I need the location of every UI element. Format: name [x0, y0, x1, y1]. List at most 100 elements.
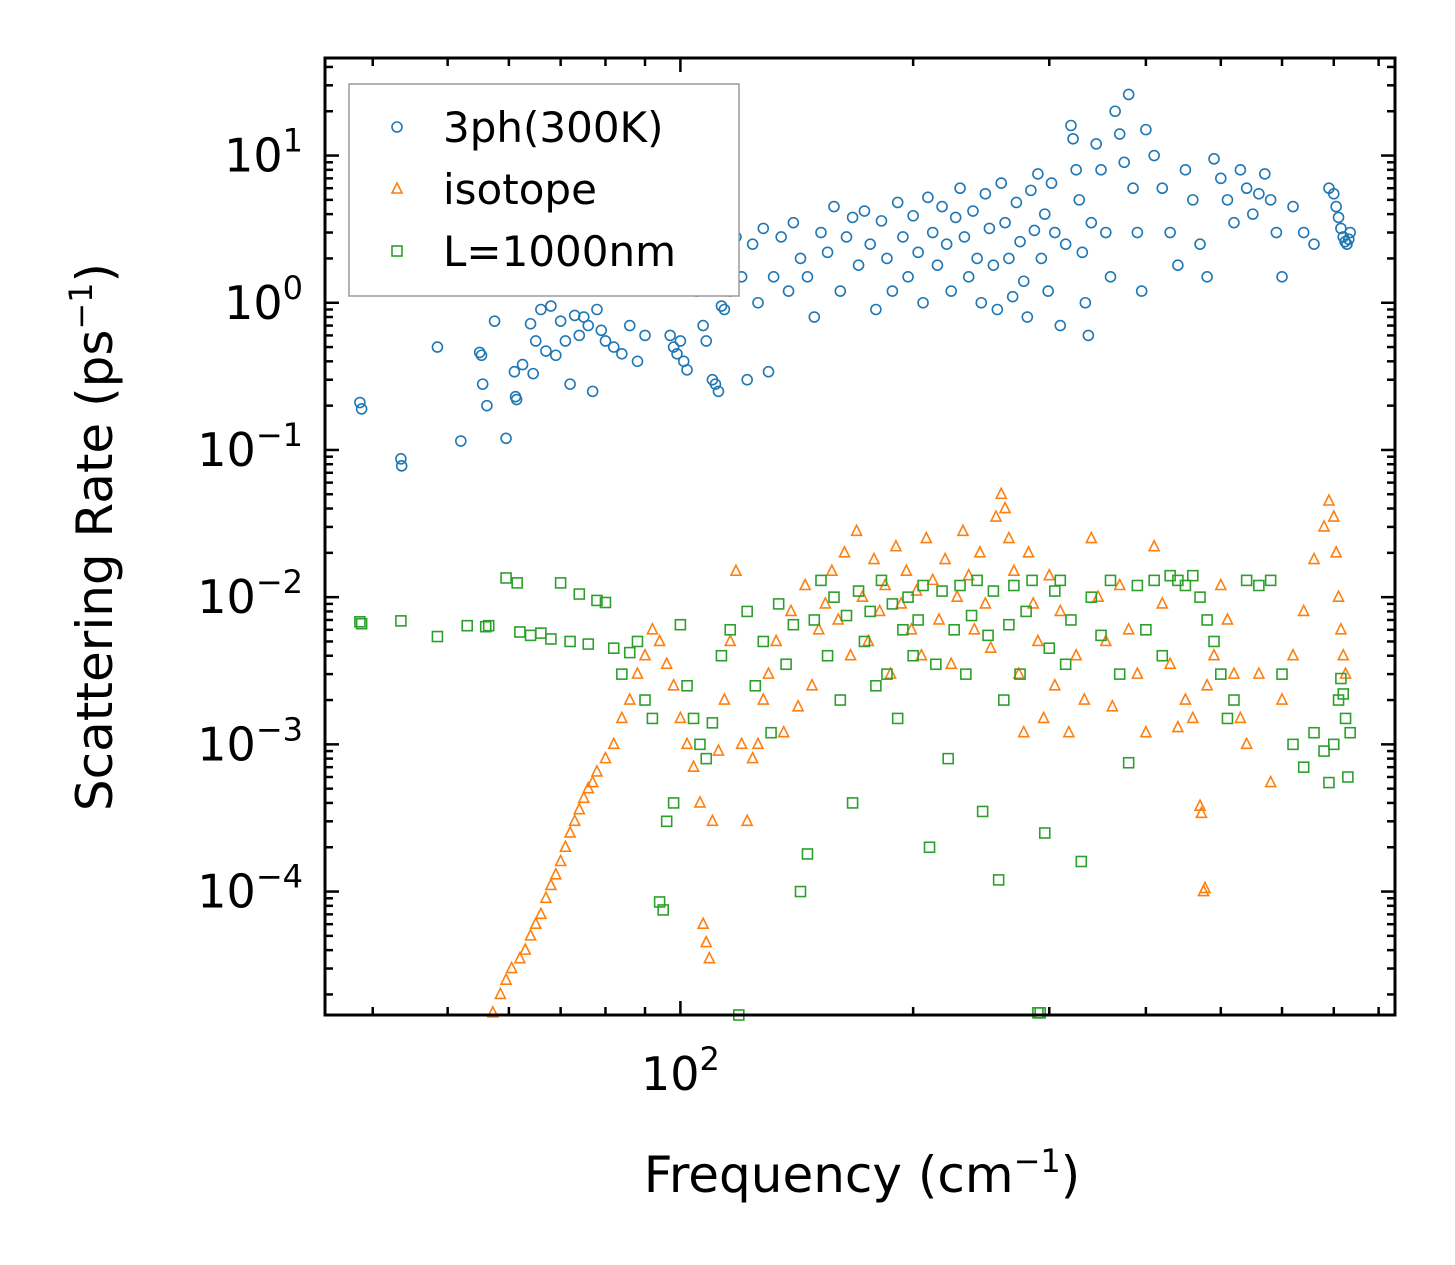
y-tick-label: 100 — [224, 269, 303, 330]
x-axis-title: Frequency (cm−1) — [644, 1142, 1081, 1204]
data-point — [1327, 738, 1340, 751]
data-point — [864, 605, 877, 618]
data-point — [1336, 647, 1350, 661]
data-point — [1147, 538, 1161, 552]
data-point — [696, 916, 710, 930]
data-point — [897, 231, 909, 243]
data-point — [1240, 574, 1253, 587]
data-point — [784, 603, 798, 617]
series-circle — [354, 88, 1356, 472]
data-point — [657, 904, 669, 916]
data-point — [479, 620, 492, 633]
data-point — [1017, 275, 1030, 288]
data-point — [554, 577, 567, 589]
data-point — [741, 373, 753, 386]
data-point — [1140, 123, 1152, 136]
data-point — [1017, 724, 1031, 738]
data-point — [881, 252, 893, 265]
data-point — [1065, 119, 1077, 132]
data-point — [527, 367, 539, 380]
data-point — [1318, 745, 1330, 757]
data-point — [599, 750, 612, 764]
data-point — [482, 619, 495, 632]
data-point — [1002, 530, 1016, 544]
data-point — [595, 324, 608, 337]
data-point — [1208, 153, 1220, 165]
data-point — [559, 335, 572, 347]
data-point — [1329, 545, 1343, 558]
data-point — [1264, 574, 1277, 587]
data-point — [1227, 666, 1241, 679]
data-point — [586, 385, 599, 398]
data-point — [1195, 805, 1208, 819]
y-tick-label: 10−1 — [197, 416, 303, 477]
data-point — [1045, 177, 1058, 189]
data-point — [488, 315, 501, 327]
data-point — [808, 311, 821, 323]
data-point — [787, 618, 800, 631]
data-point — [987, 585, 1000, 597]
data-point — [699, 934, 713, 948]
data-point — [740, 813, 754, 827]
data-point — [780, 658, 792, 671]
data-point — [815, 574, 827, 587]
data-point — [1038, 208, 1051, 220]
data-point — [825, 563, 839, 577]
data-point — [599, 596, 612, 609]
data-point — [1187, 194, 1199, 206]
data-point — [962, 271, 975, 283]
data-point — [1104, 574, 1117, 587]
y-tick-label: 101 — [224, 122, 303, 183]
data-point — [1135, 285, 1148, 297]
data-point — [1247, 208, 1259, 220]
data-point — [674, 618, 687, 631]
data-point — [958, 231, 971, 243]
data-point — [1335, 672, 1347, 685]
data-point — [607, 341, 620, 353]
data-point — [1014, 668, 1026, 680]
data-point — [968, 622, 981, 635]
data-point — [954, 182, 966, 195]
data-point — [564, 635, 576, 648]
data-point — [1026, 596, 1040, 609]
data-point — [791, 698, 805, 712]
data-point — [646, 712, 659, 725]
data-point — [1049, 226, 1061, 239]
data-point — [949, 211, 962, 224]
data-point — [1109, 105, 1121, 118]
data-point — [540, 345, 552, 357]
data-point — [718, 692, 731, 705]
data-point — [905, 622, 918, 635]
data-point — [741, 605, 753, 618]
data-point — [1095, 164, 1107, 176]
data-point — [607, 642, 620, 655]
data-point — [1155, 596, 1169, 609]
data-point — [1334, 622, 1348, 635]
data-point — [1287, 738, 1299, 751]
data-point — [395, 615, 407, 627]
data-point — [1069, 647, 1083, 661]
data-point — [680, 736, 694, 750]
data-point — [812, 622, 826, 635]
data-point — [639, 694, 651, 706]
data-point — [819, 596, 832, 609]
data-point — [1065, 614, 1077, 626]
data-point — [801, 271, 814, 283]
data-point — [828, 591, 840, 603]
legend-marker-circle — [391, 121, 403, 133]
data-point — [1308, 238, 1320, 250]
data-point — [1201, 271, 1213, 283]
data-point — [922, 191, 934, 204]
data-point — [1179, 692, 1192, 705]
data-point — [875, 215, 888, 227]
data-point — [1344, 226, 1356, 239]
data-point — [660, 815, 673, 828]
data-markers — [354, 88, 1356, 1021]
data-point — [886, 598, 899, 610]
data-point — [544, 877, 558, 891]
data-point — [917, 579, 929, 592]
data-point — [982, 629, 994, 642]
data-point — [1221, 612, 1234, 625]
data-point — [902, 271, 914, 283]
data-point — [653, 633, 666, 647]
